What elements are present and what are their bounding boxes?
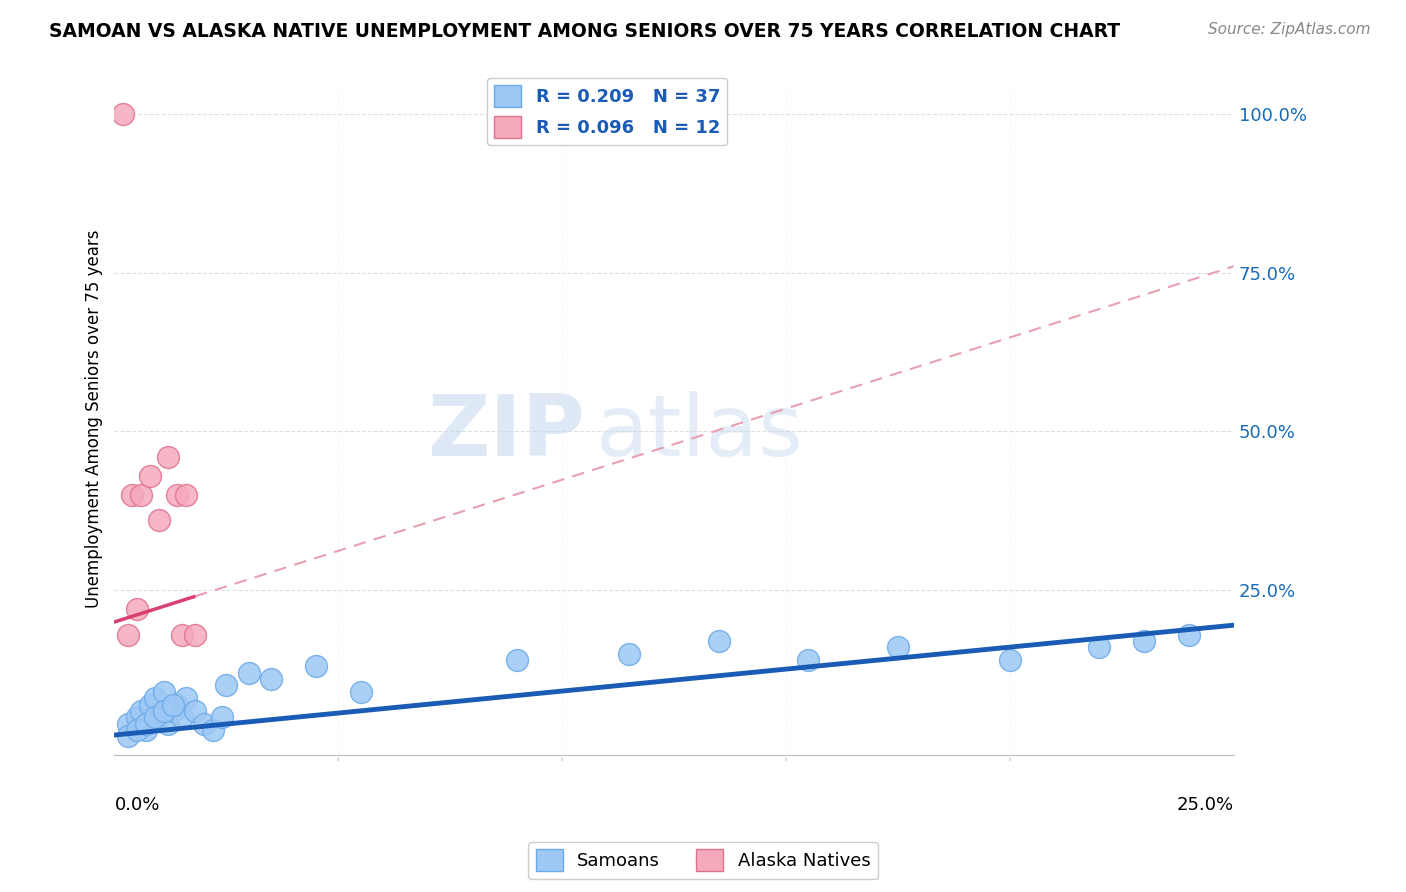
Point: [797, 653, 820, 667]
Text: SAMOAN VS ALASKA NATIVE UNEMPLOYMENT AMONG SENIORS OVER 75 YEARS CORRELATION CHA: SAMOAN VS ALASKA NATIVE UNEMPLOYMENT AMO…: [49, 22, 1121, 41]
Point: [170, 710, 193, 724]
Point: [139, 469, 162, 483]
Point: [112, 107, 135, 121]
Point: [305, 659, 328, 673]
Point: [211, 710, 233, 724]
Point: [162, 704, 184, 718]
Text: 25.0%: 25.0%: [1177, 796, 1234, 814]
Point: [152, 685, 174, 699]
Point: [117, 716, 139, 731]
Point: [184, 704, 207, 718]
Point: [193, 716, 215, 731]
Point: [135, 716, 157, 731]
Point: [1133, 634, 1156, 648]
Point: [170, 628, 193, 642]
Point: [143, 691, 166, 706]
Point: [174, 691, 197, 706]
Legend: R = 0.209   N = 37, R = 0.096   N = 12: R = 0.209 N = 37, R = 0.096 N = 12: [486, 78, 727, 145]
Point: [1088, 640, 1111, 655]
Point: [1178, 628, 1201, 642]
Point: [117, 729, 139, 743]
Point: [887, 640, 910, 655]
Legend: Samoans, Alaska Natives: Samoans, Alaska Natives: [529, 842, 877, 879]
Text: 0.0%: 0.0%: [114, 796, 160, 814]
Text: Source: ZipAtlas.com: Source: ZipAtlas.com: [1208, 22, 1371, 37]
Text: ZIP: ZIP: [427, 391, 585, 474]
Text: atlas: atlas: [596, 391, 804, 474]
Point: [166, 698, 188, 712]
Point: [148, 513, 170, 527]
Point: [201, 723, 224, 737]
Point: [125, 710, 148, 724]
Point: [148, 710, 170, 724]
Point: [143, 710, 166, 724]
Y-axis label: Unemployment Among Seniors over 75 years: Unemployment Among Seniors over 75 years: [86, 229, 103, 608]
Point: [998, 653, 1021, 667]
Point: [619, 647, 641, 661]
Point: [238, 665, 260, 680]
Point: [129, 488, 152, 502]
Point: [166, 488, 188, 502]
Point: [506, 653, 529, 667]
Point: [174, 488, 197, 502]
Point: [121, 488, 143, 502]
Point: [184, 628, 207, 642]
Point: [125, 723, 148, 737]
Point: [152, 704, 174, 718]
Point: [157, 716, 180, 731]
Point: [215, 678, 238, 692]
Point: [135, 723, 157, 737]
Point: [117, 628, 139, 642]
Point: [350, 685, 373, 699]
Point: [129, 704, 152, 718]
Point: [707, 634, 730, 648]
Point: [125, 602, 148, 616]
Point: [139, 698, 162, 712]
Point: [162, 698, 184, 712]
Point: [260, 672, 283, 686]
Point: [157, 450, 180, 464]
